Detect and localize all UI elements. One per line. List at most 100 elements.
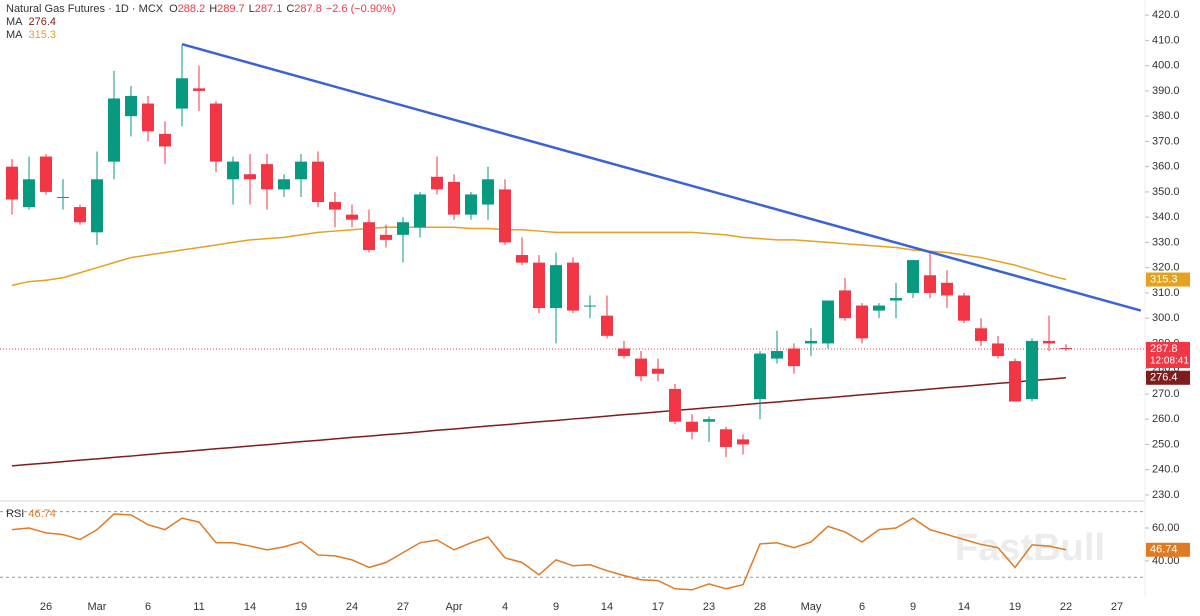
y-tick-label: 390.0 xyxy=(1152,85,1180,97)
rsi-legend-name: RSI xyxy=(6,508,24,520)
candle-body xyxy=(924,275,936,293)
y-tick-label: 400.0 xyxy=(1152,60,1180,72)
candle-body xyxy=(516,255,528,263)
x-tick-label: 23 xyxy=(703,601,715,613)
candle-body xyxy=(210,103,222,162)
candle-body xyxy=(839,290,851,319)
ma-legend-value: 315.3 xyxy=(29,29,57,41)
candle-body xyxy=(227,161,239,180)
x-tick-label: 14 xyxy=(601,601,613,613)
rsi-legend-value: 46.74 xyxy=(28,508,56,520)
x-tick-label: 27 xyxy=(397,601,409,613)
candle-body xyxy=(958,295,970,321)
candle-body xyxy=(159,133,171,147)
candle-body xyxy=(1026,340,1038,399)
x-tick-label: 6 xyxy=(859,601,865,613)
x-tick-label: 27 xyxy=(1111,601,1123,613)
candle-body xyxy=(618,348,630,357)
y-tick-label: 250.0 xyxy=(1152,438,1180,450)
ma-price-tag: 276.4 xyxy=(1150,372,1178,384)
candle-body xyxy=(669,388,681,422)
candle-body xyxy=(805,340,817,344)
x-tick-label: 19 xyxy=(295,601,307,613)
candle-body xyxy=(57,196,69,198)
x-tick-label: Apr xyxy=(445,601,462,613)
ohlc-label: O xyxy=(169,3,178,15)
ma-price-tag: 315.3 xyxy=(1150,273,1178,285)
candle-body xyxy=(312,161,324,203)
candle-body xyxy=(533,262,545,309)
candle-body xyxy=(941,282,953,296)
ma-legend: MA 276.4 xyxy=(6,16,56,28)
candle-body xyxy=(295,161,307,180)
header-legend: Natural Gas Futures · 1D · MCX O288.2 H289… xyxy=(6,3,396,15)
candle-body xyxy=(822,300,834,344)
candle-body xyxy=(23,179,35,208)
x-tick-label: 24 xyxy=(346,601,358,613)
candle-body xyxy=(74,207,86,223)
candle-body xyxy=(91,179,103,233)
x-tick-label: 14 xyxy=(244,601,256,613)
x-tick-label: 9 xyxy=(553,601,559,613)
candle-body xyxy=(703,419,715,422)
y-tick-label: 380.0 xyxy=(1152,110,1180,122)
candle-body xyxy=(142,103,154,132)
x-tick-label: 6 xyxy=(145,601,151,613)
rsi-y-tick-label: 60.00 xyxy=(1152,522,1180,534)
candle-body xyxy=(346,214,358,220)
candle-body xyxy=(278,179,290,190)
candle-body xyxy=(550,265,562,309)
last-price-tag: 287.8 xyxy=(1150,343,1178,355)
candle-body xyxy=(465,194,477,215)
candle-body xyxy=(6,166,18,200)
candle-body xyxy=(686,421,698,432)
ma-price-tag-bg xyxy=(1146,272,1190,287)
x-tick-label: 9 xyxy=(910,601,916,613)
candle-body xyxy=(125,95,137,117)
x-tick-label: 28 xyxy=(754,601,766,613)
candle-body xyxy=(856,305,868,339)
y-tick-label: 370.0 xyxy=(1152,135,1180,147)
candle-body xyxy=(431,176,443,190)
x-tick-label: 4 xyxy=(502,601,508,613)
ohlc-value: 287.8 xyxy=(294,3,322,15)
rsi-line xyxy=(11,513,1067,591)
trendline xyxy=(181,42,1142,312)
rsi-tag: 46.74 xyxy=(1150,544,1178,556)
y-tick-label: 350.0 xyxy=(1152,186,1180,198)
candle-body xyxy=(1009,361,1021,402)
candle-body xyxy=(992,343,1004,357)
y-tick-label: 330.0 xyxy=(1152,236,1180,248)
x-tick-label: 22 xyxy=(1060,601,1072,613)
y-tick-label: 320.0 xyxy=(1152,262,1180,274)
ma-legend: MA 315.3 xyxy=(6,29,56,41)
y-tick-label: 420.0 xyxy=(1152,9,1180,21)
candle-body xyxy=(754,353,766,399)
candle-body xyxy=(907,260,919,293)
candle-body xyxy=(567,262,579,311)
candle-body xyxy=(737,439,749,445)
y-tick-label: 300.0 xyxy=(1152,312,1180,324)
candle-body xyxy=(380,234,392,240)
candle-body xyxy=(108,98,120,162)
ma-price-tag-bg xyxy=(1146,370,1190,385)
x-tick-label: 14 xyxy=(958,601,970,613)
candle-body xyxy=(244,174,256,180)
symbol: Natural Gas Futures · 1D · MCX xyxy=(6,3,164,15)
ma-legend-name: MA xyxy=(6,29,23,41)
x-tick-label: Mar xyxy=(88,601,107,613)
candle-body xyxy=(176,78,188,109)
candle-body xyxy=(329,202,341,210)
candle-body xyxy=(601,315,613,336)
y-tick-label: 260.0 xyxy=(1152,413,1180,425)
candle-body xyxy=(499,189,511,243)
last-price-tag-bg xyxy=(1146,341,1190,368)
candle-body xyxy=(414,194,426,228)
y-tick-label: 360.0 xyxy=(1152,161,1180,173)
ohlc-value: 289.7 xyxy=(217,3,245,15)
x-tick-label: 19 xyxy=(1009,601,1021,613)
candle-body xyxy=(193,88,205,91)
candle-body xyxy=(448,181,460,215)
